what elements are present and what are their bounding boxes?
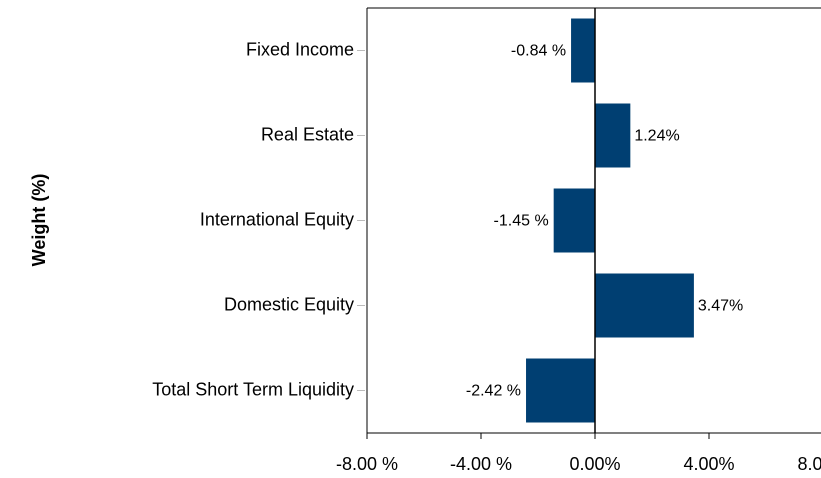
value-label: -0.84 % [511, 43, 566, 60]
bar [595, 273, 694, 338]
x-tick-label: 4.00% [683, 454, 734, 474]
y-tick-label: Real Estate [261, 124, 354, 144]
x-tick-label: 8.00% [797, 454, 821, 474]
y-axis-label: Weight (%) [29, 174, 49, 267]
bar [571, 18, 595, 83]
x-tick-label: -4.00 % [450, 454, 512, 474]
value-label: 1.24% [634, 128, 679, 145]
y-tick-label: Fixed Income [246, 39, 354, 59]
y-tick-label: International Equity [200, 209, 354, 229]
y-tick-label: Domestic Equity [224, 294, 354, 314]
bar [595, 103, 631, 168]
bar [526, 358, 595, 423]
bar [553, 188, 595, 253]
value-label: -2.42 % [466, 383, 521, 400]
x-tick-label: 0.00% [569, 454, 620, 474]
value-label: 3.47% [698, 298, 743, 315]
y-tick-label: Total Short Term Liquidity [152, 379, 354, 399]
value-label: -1.45 % [494, 213, 549, 230]
x-tick-label: -8.00 % [336, 454, 398, 474]
